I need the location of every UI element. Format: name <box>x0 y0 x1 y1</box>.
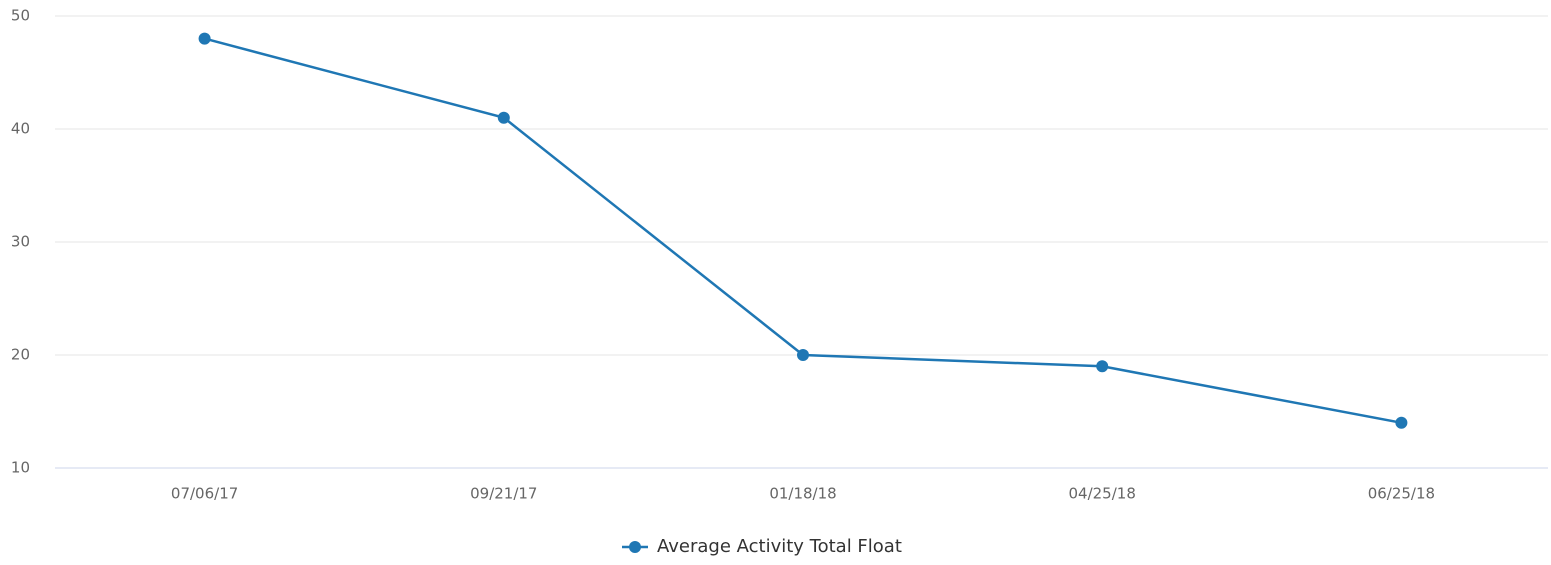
data-point <box>797 349 809 361</box>
legend-text: Average Activity Total Float <box>657 536 902 557</box>
data-point <box>1395 416 1408 429</box>
x-tick-label: 04/25/18 <box>1069 485 1136 503</box>
y-tick-label: 10 <box>11 459 30 477</box>
data-point <box>198 32 211 45</box>
y-tick-label: 20 <box>11 346 30 364</box>
series-line <box>204 37 1402 425</box>
data-point <box>497 111 510 124</box>
x-tick-label: 06/25/18 <box>1368 485 1435 503</box>
y-tick-label: 40 <box>11 120 30 138</box>
x-tick-label: 01/18/18 <box>769 485 836 503</box>
y-tick-label: 50 <box>11 7 30 25</box>
x-tick-label: 09/21/17 <box>470 485 537 503</box>
x-tick-label: 07/06/17 <box>171 485 238 503</box>
legend-symbol <box>629 541 641 553</box>
data-point <box>1096 360 1109 373</box>
y-tick-label: 30 <box>11 233 30 251</box>
